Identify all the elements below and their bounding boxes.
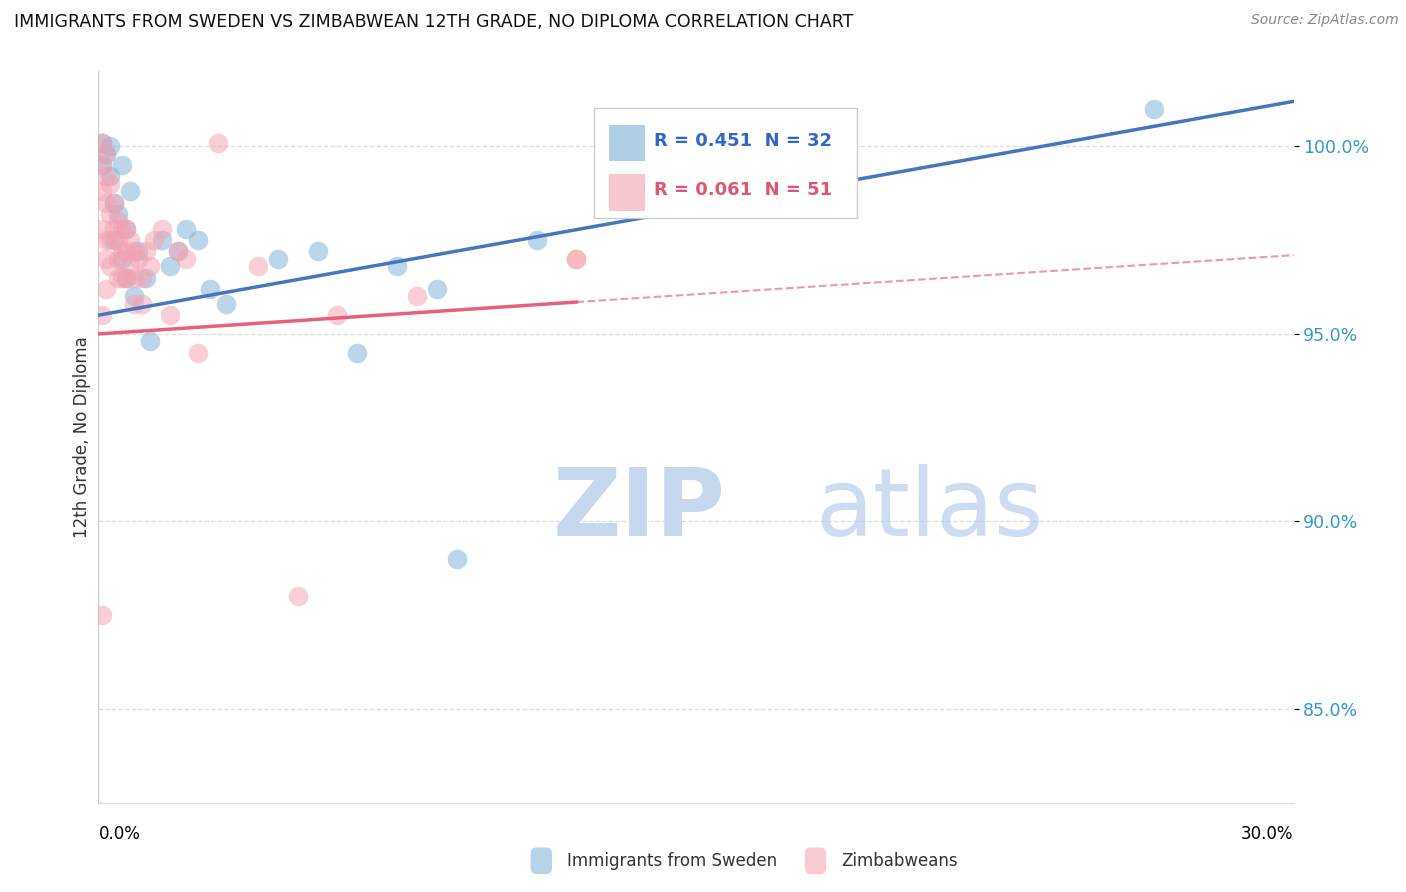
Point — [91, 158, 114, 172]
Point — [127, 244, 149, 259]
Point — [385, 260, 409, 274]
Point — [115, 244, 138, 259]
Text: Zimbabweans: Zimbabweans — [841, 852, 957, 870]
Point — [96, 282, 118, 296]
Point — [135, 270, 157, 285]
Text: 30.0%: 30.0% — [1241, 825, 1294, 843]
Point — [103, 222, 125, 236]
Point — [139, 334, 162, 349]
Point — [103, 195, 125, 210]
Point — [120, 185, 142, 199]
Point — [91, 136, 114, 150]
FancyBboxPatch shape — [609, 174, 644, 211]
Point — [96, 147, 118, 161]
Text: R = 0.451  N = 32: R = 0.451 N = 32 — [654, 132, 832, 150]
Point — [96, 252, 118, 266]
Point — [124, 297, 146, 311]
Point — [98, 207, 122, 221]
Point — [1143, 102, 1166, 116]
Point — [96, 233, 118, 247]
Point — [307, 244, 329, 259]
Point — [187, 233, 209, 247]
Point — [426, 282, 449, 296]
Point — [98, 260, 122, 274]
FancyBboxPatch shape — [595, 108, 858, 218]
Point — [111, 252, 134, 266]
Point — [91, 308, 114, 322]
Point — [124, 270, 146, 285]
Point — [150, 233, 173, 247]
Point — [107, 233, 129, 247]
Text: Immigrants from Sweden: Immigrants from Sweden — [567, 852, 776, 870]
Point — [96, 147, 118, 161]
Text: Source: ZipAtlas.com: Source: ZipAtlas.com — [1251, 13, 1399, 28]
Point — [135, 244, 157, 259]
Point — [115, 270, 138, 285]
Point — [111, 244, 134, 259]
Point — [115, 222, 138, 236]
Text: R = 0.061  N = 51: R = 0.061 N = 51 — [654, 181, 832, 199]
Point — [215, 297, 238, 311]
Point — [120, 260, 142, 274]
Point — [565, 252, 588, 266]
Point — [120, 233, 142, 247]
Point — [96, 169, 118, 184]
Point — [131, 270, 153, 285]
Point — [127, 252, 149, 266]
Point — [98, 233, 122, 247]
Point — [107, 214, 129, 228]
Point — [406, 289, 429, 303]
Point — [107, 207, 129, 221]
Point — [159, 308, 181, 322]
Text: ZIP: ZIP — [553, 464, 725, 557]
Point — [96, 195, 118, 210]
Point — [124, 289, 146, 303]
Point — [167, 244, 190, 259]
Point — [526, 233, 548, 247]
Point — [167, 244, 190, 259]
Point — [246, 260, 269, 274]
Point — [115, 270, 138, 285]
Point — [91, 158, 114, 172]
Text: IMMIGRANTS FROM SWEDEN VS ZIMBABWEAN 12TH GRADE, NO DIPLOMA CORRELATION CHART: IMMIGRANTS FROM SWEDEN VS ZIMBABWEAN 12T… — [14, 13, 853, 31]
Point — [150, 222, 173, 236]
Point — [287, 590, 309, 604]
Point — [187, 345, 209, 359]
Point — [107, 270, 129, 285]
Text: 0.0%: 0.0% — [98, 825, 141, 843]
Point — [346, 345, 368, 359]
Point — [91, 608, 114, 623]
Point — [111, 270, 134, 285]
Point — [174, 252, 197, 266]
Point — [207, 136, 229, 150]
Point — [91, 185, 114, 199]
Point — [107, 252, 129, 266]
Point — [98, 139, 122, 153]
Point — [91, 222, 114, 236]
Point — [565, 252, 588, 266]
Y-axis label: 12th Grade, No Diploma: 12th Grade, No Diploma — [73, 336, 91, 538]
Point — [115, 222, 138, 236]
Point — [326, 308, 349, 322]
Point — [98, 177, 122, 191]
Point — [198, 282, 221, 296]
Point — [124, 244, 146, 259]
Point — [111, 222, 134, 236]
Point — [159, 260, 181, 274]
Point — [111, 158, 134, 172]
Point — [91, 136, 114, 150]
Point — [98, 169, 122, 184]
Point — [174, 222, 197, 236]
Point — [143, 233, 166, 247]
Point — [103, 195, 125, 210]
Point — [139, 260, 162, 274]
Text: atlas: atlas — [815, 464, 1043, 557]
Point — [103, 233, 125, 247]
Point — [131, 297, 153, 311]
Point — [446, 552, 468, 566]
Point — [267, 252, 290, 266]
FancyBboxPatch shape — [609, 125, 644, 161]
